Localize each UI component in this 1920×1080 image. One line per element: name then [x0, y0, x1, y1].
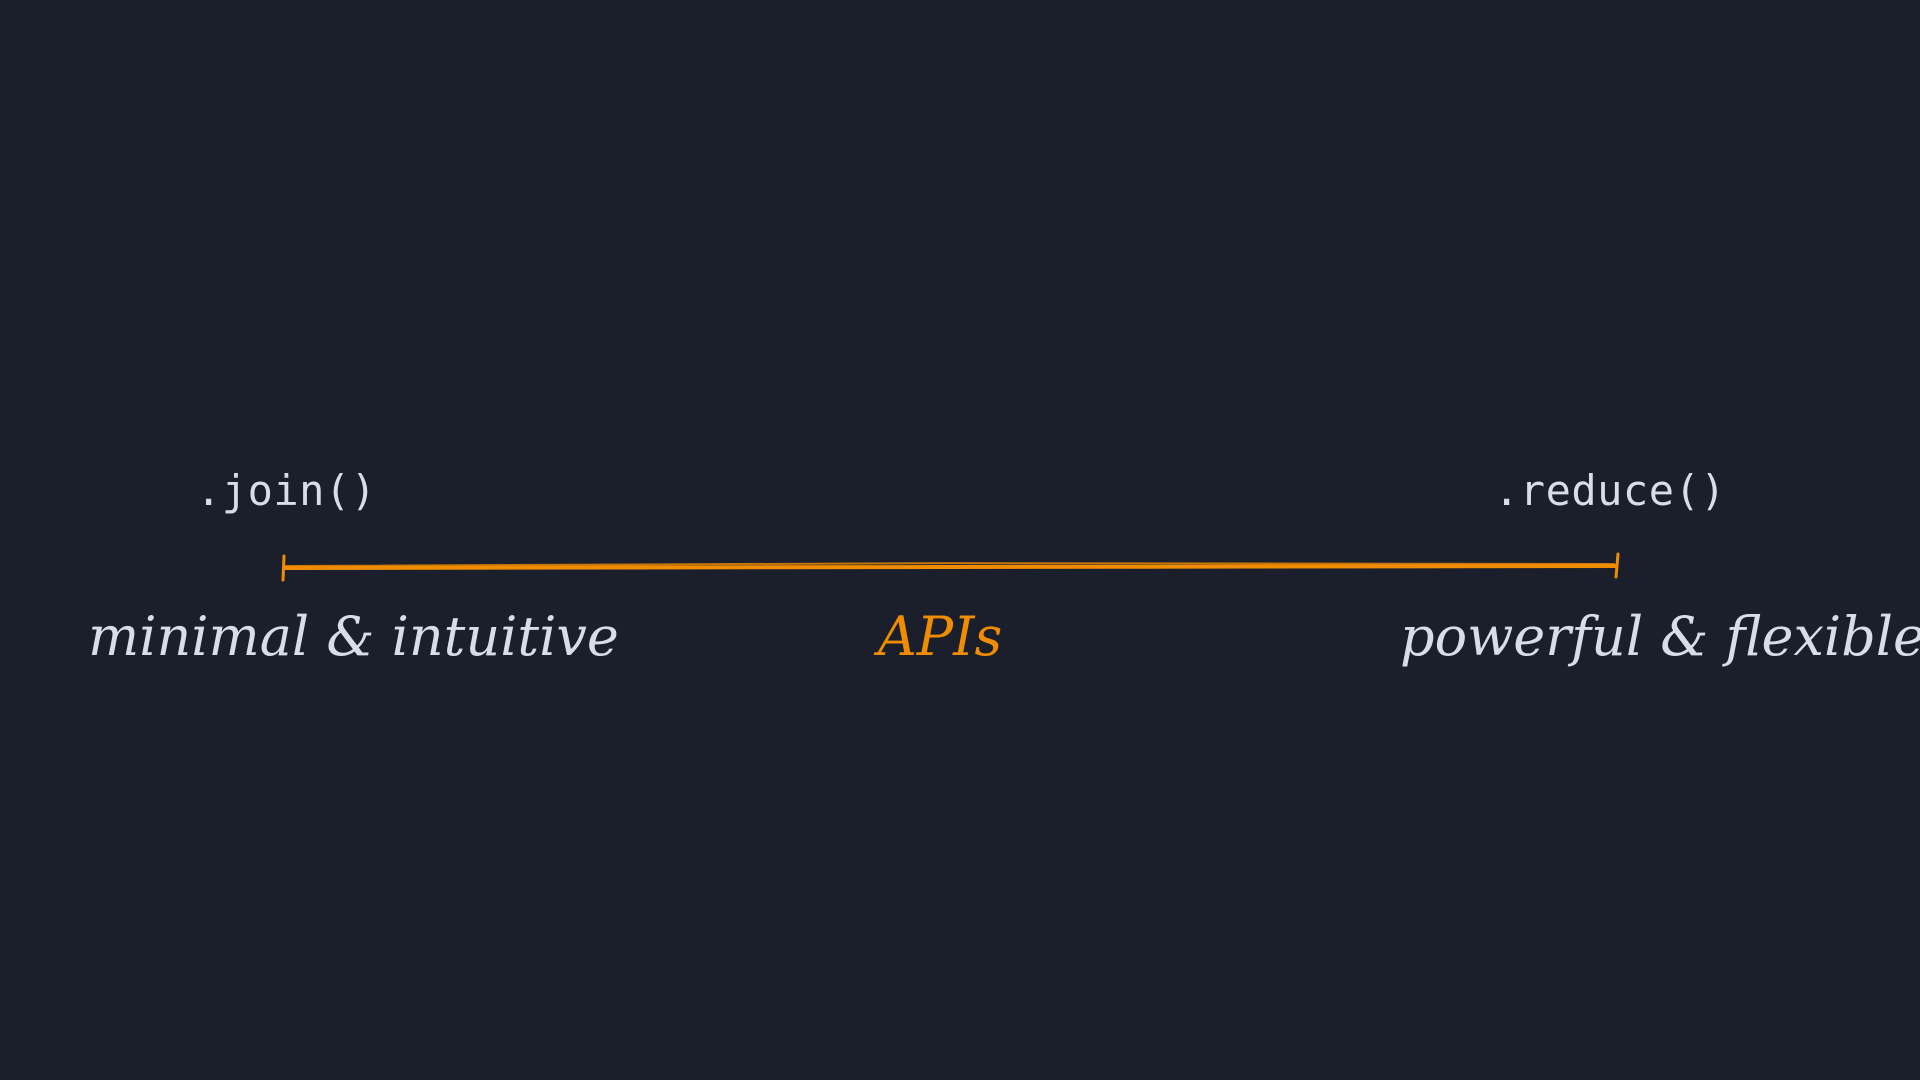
left-method-label: .join(): [196, 466, 377, 515]
spectrum-line-overstroke: [285, 561, 1615, 567]
right-end-tick: [1614, 552, 1620, 579]
left-end-tick: [281, 554, 286, 582]
left-description: minimal & intuitive: [88, 605, 619, 668]
center-title: APIs: [877, 605, 1003, 668]
right-method-label: .reduce(): [1494, 466, 1727, 515]
right-description: powerful & flexible: [1400, 605, 1920, 668]
